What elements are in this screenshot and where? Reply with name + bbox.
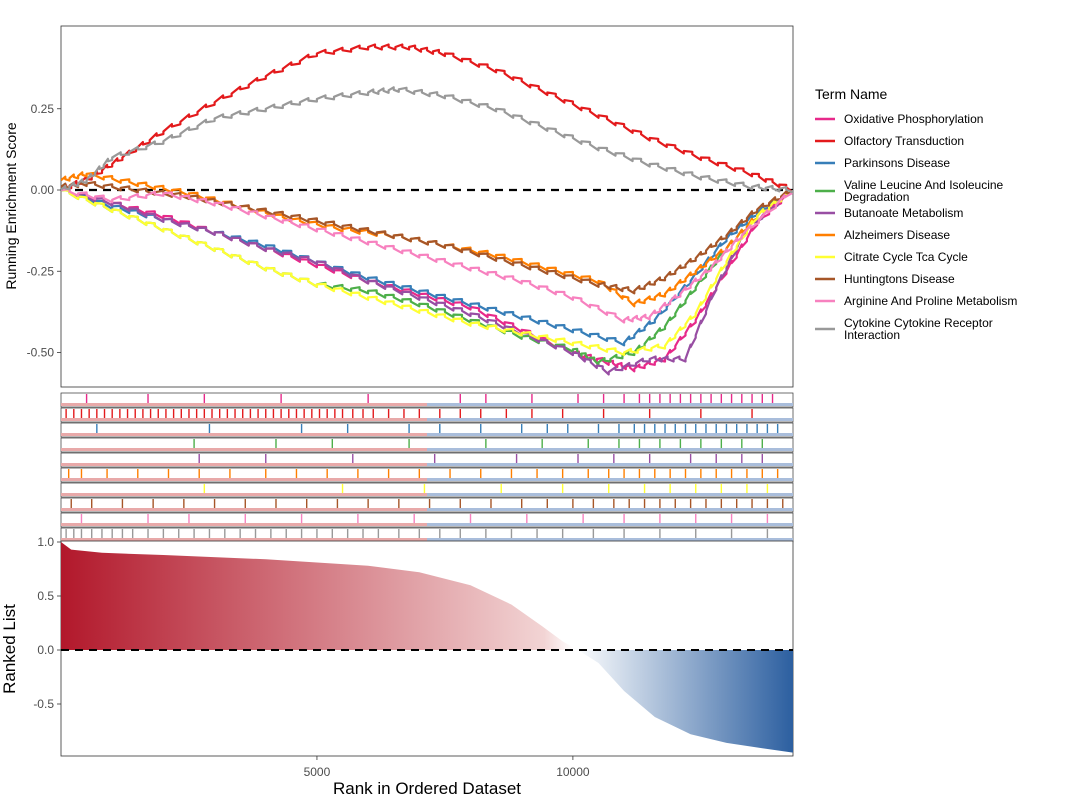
series-line-butanoate-metabolism <box>61 188 793 376</box>
enrichment-y-tick-label: 0.25 <box>31 102 55 116</box>
legend-label: Huntingtons Disease <box>844 272 955 286</box>
enrichment-y-tick-label: 0.00 <box>31 183 55 197</box>
legend-item-citrate-cycle-tca-cycle: Citrate Cycle Tca Cycle <box>815 250 968 264</box>
legend-item-butanoate-metabolism: Butanoate Metabolism <box>815 206 963 220</box>
rug-track-huntingtons-disease <box>60 497 794 513</box>
rug-track-rank-strip-positive <box>61 478 427 481</box>
rug-track-rank-strip-positive <box>61 538 427 541</box>
rug-track-oxidative-phosphorylation <box>60 392 794 408</box>
rug-track-olfactory-transduction <box>60 407 794 423</box>
rug-track-citrate-cycle-tca-cycle <box>60 482 794 498</box>
rug-track-valine-leucine-and-isoleucine-degradation <box>60 437 794 453</box>
rug-track-rank-strip-positive <box>61 448 427 451</box>
ranked-list-y-axis: 1.0 0.5 0.0 -0.5 <box>33 535 61 711</box>
rug-track-rank-strip-negative <box>427 478 793 481</box>
legend-item-olfactory-transduction: Olfactory Transduction <box>815 134 964 148</box>
legend-item-parkinsons-disease: Parkinsons Disease <box>815 156 950 170</box>
ranked-list-y-tick-label: 0.0 <box>37 643 54 657</box>
legend-label: Oxidative Phosphorylation <box>844 112 983 126</box>
ranked-list-y-tick-label: 0.5 <box>37 589 54 603</box>
legend-label: Parkinsons Disease <box>844 156 950 170</box>
series-line-cytokine-cytokine-receptor-interaction <box>61 86 793 194</box>
ranked-list-metric-area <box>61 542 793 753</box>
ranked-list-y-title: Ranked List <box>0 604 19 694</box>
rug-track-rank-strip-negative <box>427 508 793 511</box>
enrichment-y-title: Running Enrichment Score <box>3 122 19 290</box>
rug-track-rank-strip-positive <box>61 418 427 421</box>
enrichment-y-tick-label: -0.25 <box>27 264 55 278</box>
rug-track-rank-strip-negative <box>427 433 793 436</box>
rug-track-alzheimers-disease <box>60 467 794 483</box>
enrichment-y-axis: 0.25 0.00 -0.25 -0.50 <box>27 102 61 360</box>
rug-track-rank-strip-positive <box>61 523 427 526</box>
rug-track-rank-strip-negative <box>427 463 793 466</box>
rug-track-butanoate-metabolism <box>60 452 794 468</box>
legend-item-cytokine-cytokine-receptor-interaction: Cytokine Cytokine Receptor Interaction <box>815 316 993 342</box>
legend-label: Citrate Cycle Tca Cycle <box>844 250 968 264</box>
ranked-list-y-tick-label: -0.5 <box>33 697 54 711</box>
ranked-list-x-tick-label: 10000 <box>556 765 590 779</box>
legend-label: Arginine And Proline Metabolism <box>844 294 1017 308</box>
rug-track-rank-strip-negative <box>427 418 793 421</box>
series-line-arginine-and-proline-metabolism <box>61 188 793 324</box>
rug-track-parkinsons-disease <box>60 422 794 438</box>
series-line-citrate-cycle-tca-cycle <box>61 188 793 357</box>
ranked-list-x-title: Rank in Ordered Dataset <box>333 779 521 797</box>
ranked-list-x-axis: 5000 10000 <box>304 756 590 779</box>
rug-track-rank-strip-negative <box>427 523 793 526</box>
rug-track-rank-strip-positive <box>61 403 427 406</box>
legend-item-huntingtons-disease: Huntingtons Disease <box>815 272 955 286</box>
rug-track-rank-strip-positive <box>61 493 427 496</box>
ranked-list-panel: 1.0 0.5 0.0 -0.5 5000 10000 Ranked List Rank… <box>0 535 794 798</box>
rug-track-rank-strip-positive <box>61 463 427 466</box>
ranked-list-y-tick-label: 1.0 <box>37 535 54 549</box>
legend-label: Cytokine Cytokine Receptor Interaction <box>844 316 993 342</box>
legend-item-alzheimers-disease: Alzheimers Disease <box>815 228 950 242</box>
ranked-list-area <box>61 542 793 753</box>
rug-track-rank-strip-negative <box>427 448 793 451</box>
enrichment-panel-frame <box>60 25 794 388</box>
legend-item-arginine-and-proline-metabolism: Arginine And Proline Metabolism <box>815 294 1017 308</box>
enrichment-y-tick-label: -0.50 <box>27 346 55 360</box>
series-line-olfactory-transduction <box>61 43 793 194</box>
legend-title: Term Name <box>815 86 888 102</box>
legend: Term Name Oxidative Phosphorylation Olfac… <box>815 86 1017 342</box>
enrichment-panel: 0.25 0.00 -0.25 -0.50 Running Enrichment Sc… <box>3 25 794 388</box>
legend-item-oxidative-phosphorylation: Oxidative Phosphorylation <box>815 112 983 126</box>
legend-label: Valine Leucine And Isoleucine Degradation <box>844 178 1004 204</box>
rug-track-rank-strip-negative <box>427 493 793 496</box>
rug-track-rank-strip-positive <box>61 508 427 511</box>
enrichment-series <box>61 43 793 376</box>
legend-label: Alzheimers Disease <box>844 228 950 242</box>
rug-track-arginine-and-proline-metabolism <box>60 512 794 528</box>
legend-label: Olfactory Transduction <box>844 134 964 148</box>
legend-label: Butanoate Metabolism <box>844 206 963 220</box>
gene-hit-tracks <box>60 392 794 543</box>
legend-item-valine-leucine-and-isoleucine-degradation: Valine Leucine And Isoleucine Degradation <box>815 178 1004 204</box>
rug-track-rank-strip-positive <box>61 433 427 436</box>
rug-track-cytokine-cytokine-receptor-interaction <box>60 527 794 543</box>
rug-track-rank-strip-negative <box>427 403 793 406</box>
ranked-list-x-tick-label: 5000 <box>304 765 331 779</box>
rug-track-rank-strip-negative <box>427 538 793 541</box>
